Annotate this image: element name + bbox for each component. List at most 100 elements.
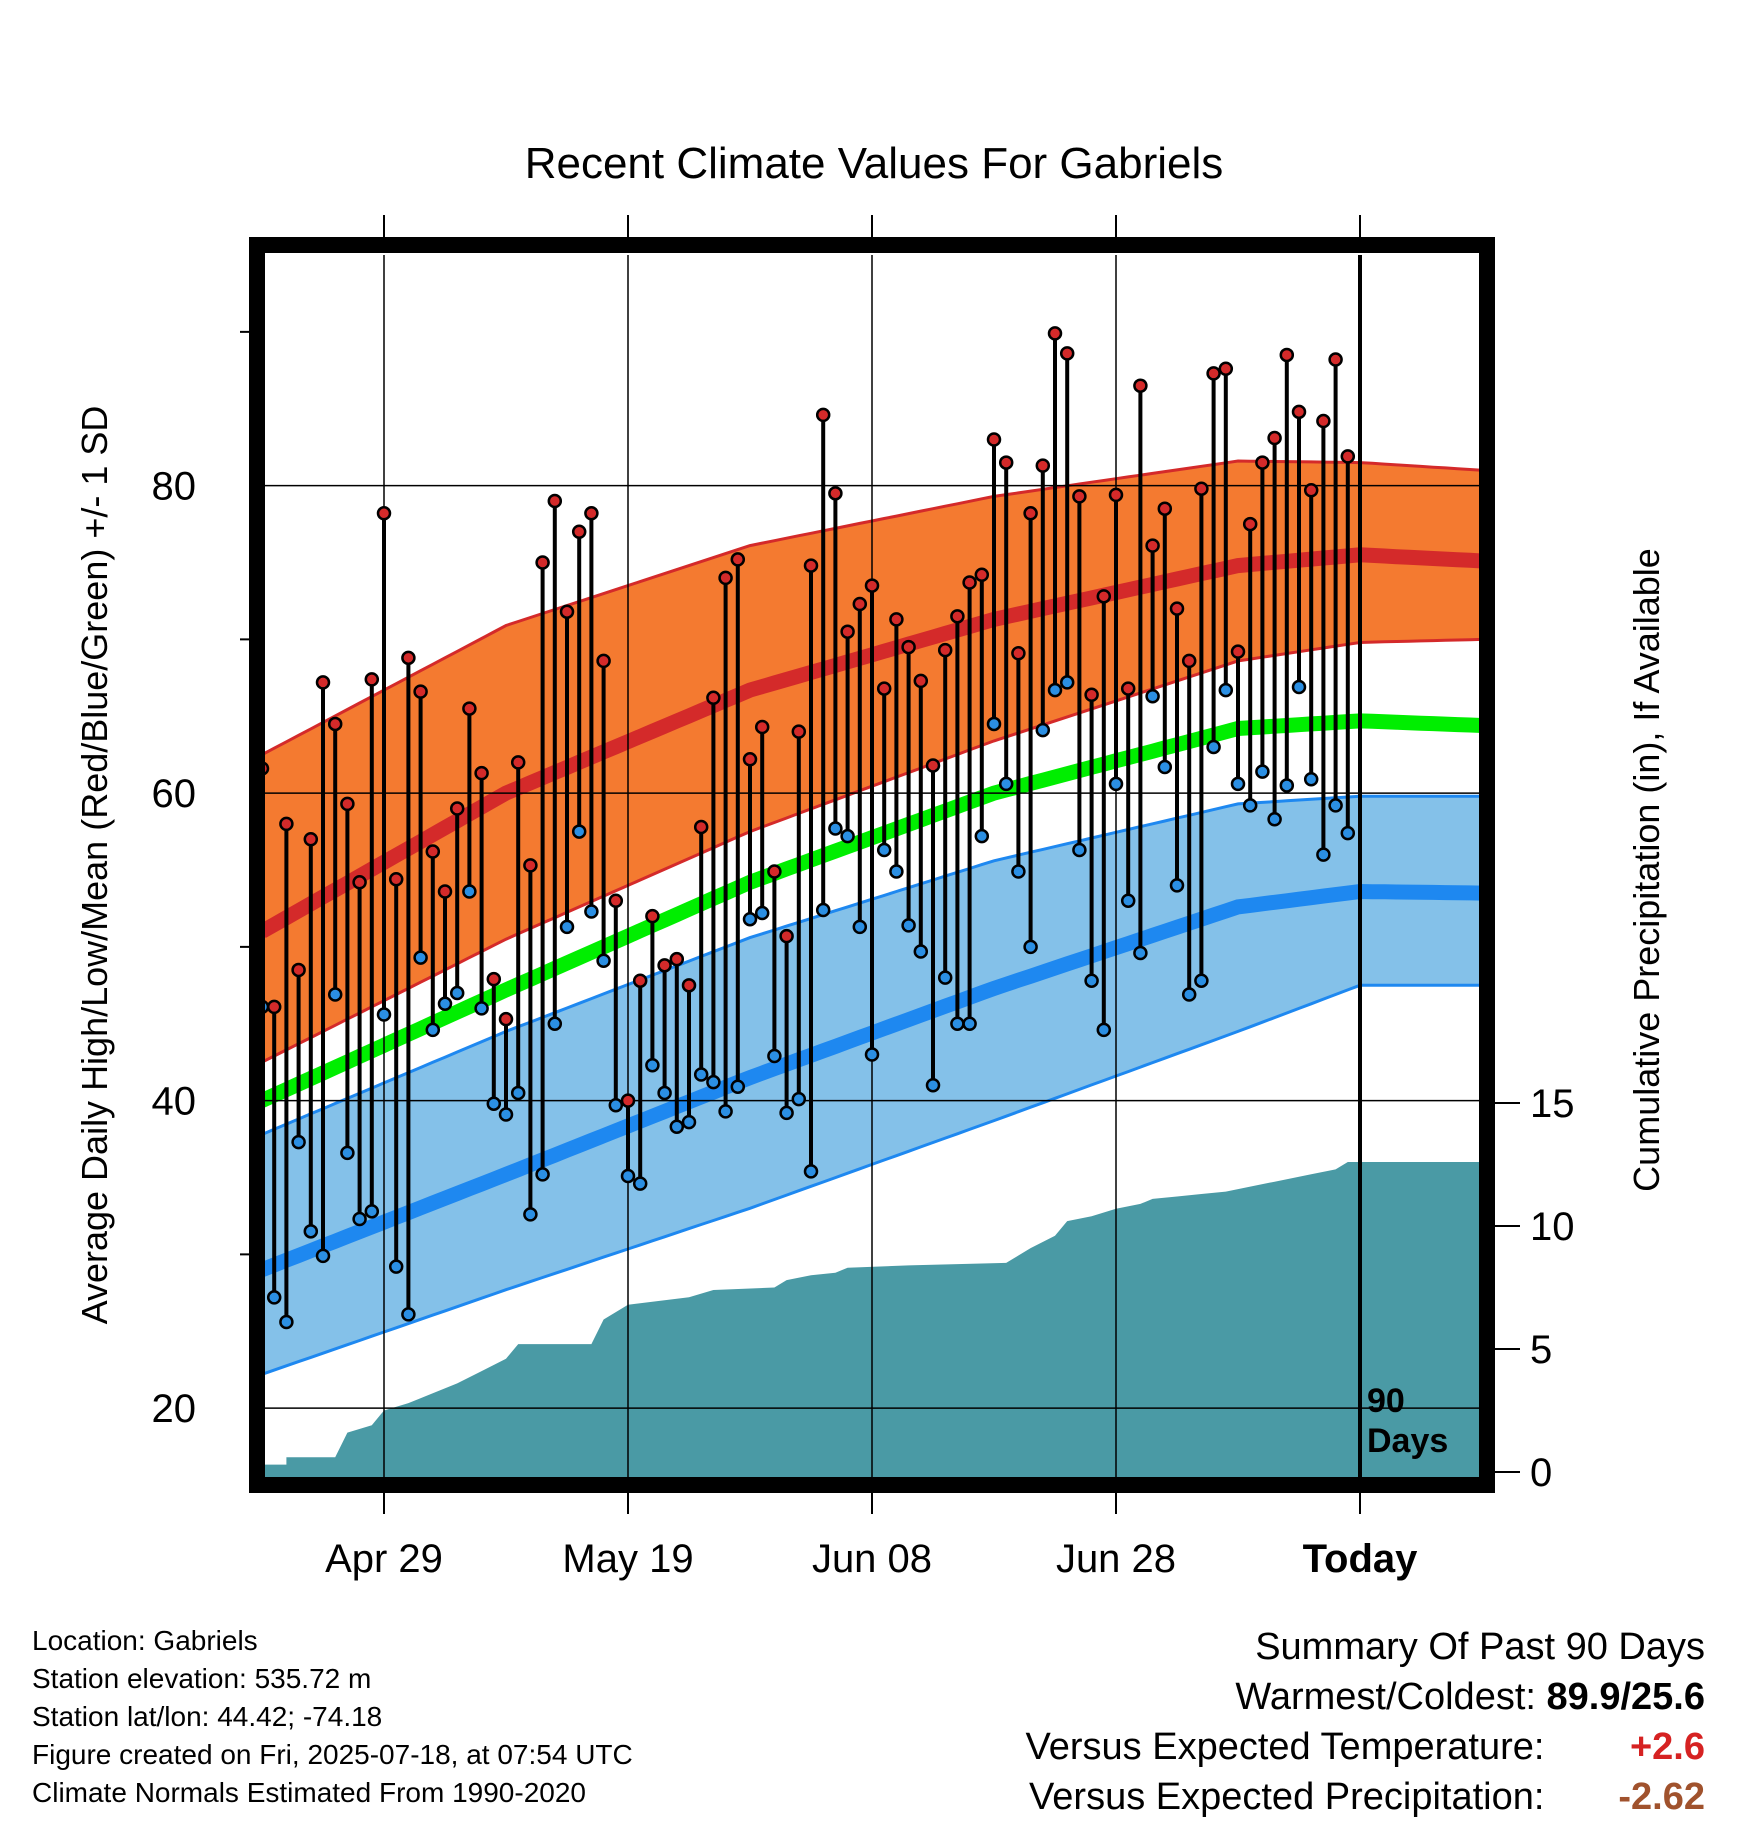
daily-low-point	[876, 842, 892, 858]
daily-high-point	[974, 567, 990, 583]
summary-panel: Summary Of Past 90 Days Warmest/Coldest:…	[705, 1622, 1705, 1822]
daily-low-point	[828, 821, 843, 836]
elevation-text: Station elevation: 535.72 m	[32, 1663, 372, 1694]
daily-low-point	[352, 1211, 367, 1227]
daily-low-point	[1316, 847, 1331, 862]
daily-high-point	[413, 684, 428, 699]
daily-high-point	[645, 908, 660, 924]
daily-high-point	[657, 958, 672, 973]
daily-high-point	[523, 858, 538, 873]
daily-high-point	[1133, 378, 1148, 393]
daily-low-point	[937, 970, 953, 985]
daily-high-point	[1047, 326, 1063, 341]
daily-low-point	[486, 1096, 502, 1111]
daily-high-point	[742, 752, 758, 767]
x-axis-title: Day	[836, 1592, 900, 1600]
daily-low-point	[535, 1167, 550, 1182]
daily-low-point	[840, 828, 855, 844]
daily-high-point	[486, 971, 502, 987]
daily-high-point	[889, 612, 904, 627]
daily-low-point	[1023, 939, 1038, 955]
daily-high-point	[1242, 516, 1258, 532]
daily-high-point	[474, 765, 489, 781]
daily-low-point	[1096, 1022, 1112, 1038]
daily-low-point	[596, 953, 611, 968]
daily-low-point	[291, 1134, 306, 1150]
location-text: Location: Gabriels	[32, 1625, 258, 1656]
daily-high-point	[559, 604, 575, 619]
warm-cold-label: Warmest/Coldest:	[1235, 1676, 1536, 1718]
daily-low-point	[754, 905, 770, 921]
daily-high-point	[937, 642, 953, 658]
daily-high-point	[608, 893, 624, 908]
daily-low-point	[449, 985, 465, 1001]
daily-high-point	[401, 650, 416, 666]
daily-high-point	[1316, 413, 1331, 429]
daily-high-point	[986, 432, 1002, 447]
daily-low-point	[1218, 682, 1234, 698]
daily-high-point	[376, 506, 392, 521]
warm-cold-row: Warmest/Coldest: 89.9/25.6	[705, 1672, 1705, 1722]
daily-high-point	[815, 407, 831, 423]
daily-low-point	[1181, 987, 1197, 1002]
today-marker-label: 90 Days	[1367, 1382, 1448, 1460]
x-tick-label-4: Today	[1303, 1537, 1419, 1581]
daily-low-point	[1242, 798, 1258, 813]
daily-low-point	[559, 919, 575, 935]
daily-high-point	[547, 493, 563, 509]
daily-high-point	[1181, 653, 1197, 669]
precip-label: Versus Expected Precipitation:	[1029, 1776, 1545, 1818]
daily-low-point	[1059, 675, 1075, 690]
daily-high-point	[1120, 681, 1136, 696]
daily-low-point	[523, 1207, 538, 1222]
daily-low-point	[279, 1314, 294, 1330]
y-tick-label-0: 20	[152, 1387, 197, 1431]
daily-high-point	[828, 486, 843, 501]
daily-low-point	[791, 1091, 807, 1107]
climate-chart: Recent Climate Values For Gabriels 90 Day…	[74, 139, 1667, 1600]
daily-low-point	[1169, 878, 1185, 893]
daily-low-point	[1084, 973, 1099, 988]
daily-high-point	[1279, 347, 1295, 363]
daily-low-point	[498, 1107, 514, 1122]
daily-high-point	[706, 690, 721, 706]
daily-low-point	[1279, 778, 1295, 793]
latlon-text: Station lat/lon: 44.42; -74.18	[32, 1701, 383, 1732]
daily-low-point	[1120, 893, 1136, 908]
daily-low-point	[1255, 764, 1270, 779]
daily-high-point	[437, 884, 453, 899]
daily-high-point	[1291, 404, 1307, 420]
daily-low-point	[1194, 973, 1209, 988]
x-tick-label-2: Jun 08	[812, 1537, 932, 1581]
y-tick-label-2: 60	[152, 772, 197, 816]
daily-low-point	[730, 1079, 746, 1095]
daily-low-point	[974, 828, 990, 844]
daily-low-point	[1303, 772, 1319, 787]
daily-high-point	[730, 552, 746, 567]
daily-low-point	[547, 1016, 563, 1031]
plot-frame: 90 Days	[249, 237, 1495, 1493]
daily-high-point	[425, 844, 441, 859]
daily-low-point	[669, 1119, 685, 1135]
daily-high-point	[303, 832, 319, 847]
daily-low-point	[437, 996, 453, 1012]
daily-low-point	[584, 904, 599, 919]
daily-low-point	[1108, 776, 1124, 792]
daily-low-point	[645, 1058, 660, 1073]
daily-high-point	[1023, 506, 1038, 521]
daily-low-point	[303, 1224, 319, 1239]
daily-high-point	[1303, 482, 1319, 498]
daily-low-point	[571, 824, 587, 839]
daily-low-point	[632, 1176, 648, 1191]
daily-high-point	[1035, 458, 1051, 473]
daily-high-point	[1218, 361, 1234, 377]
x-tick-label-0: Apr 29	[325, 1537, 443, 1581]
daily-low-point	[657, 1085, 672, 1101]
daily-low-point	[901, 918, 916, 933]
daily-high-point	[852, 596, 868, 612]
daily-high-point	[998, 455, 1014, 470]
y-axis-title: Average Daily High/Low/Mean (Red/Blue/Gr…	[74, 406, 115, 1325]
daily-low-point	[1340, 825, 1356, 841]
chart-title: Recent Climate Values For Gabriels	[525, 139, 1224, 188]
daily-low-point	[1133, 945, 1148, 961]
